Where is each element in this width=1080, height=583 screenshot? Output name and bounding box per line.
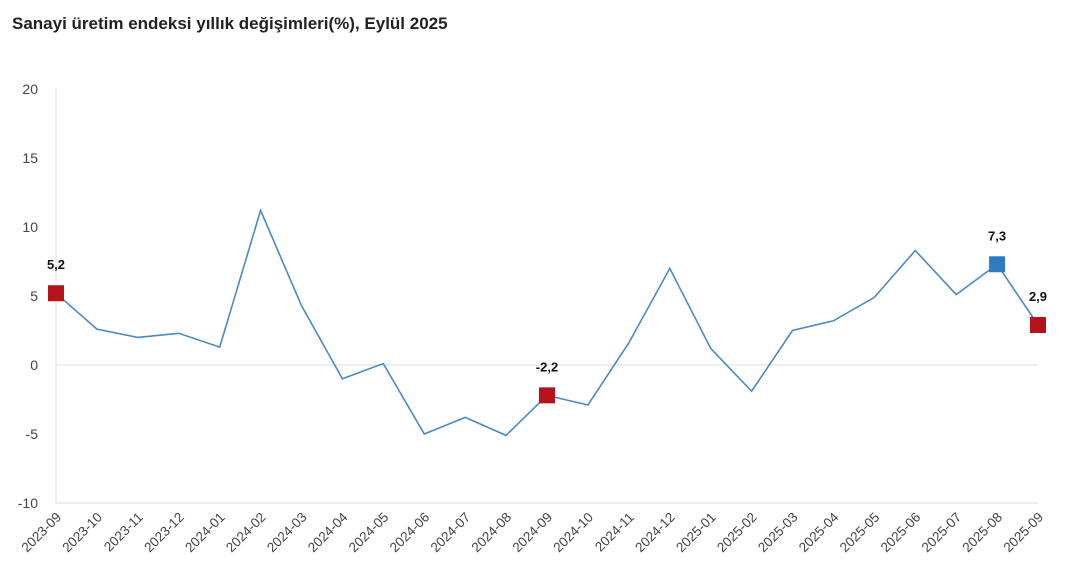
data-label: 2,9 bbox=[1029, 289, 1047, 304]
highlight-marker bbox=[48, 285, 64, 302]
x-tick-label: 2024-11 bbox=[592, 510, 637, 555]
x-tick-label: 2025-06 bbox=[878, 510, 924, 556]
x-tick-label: 2024-08 bbox=[469, 510, 515, 556]
y-tick-label: -5 bbox=[26, 426, 39, 442]
x-tick-label: 2025-01 bbox=[673, 510, 719, 556]
y-tick-label: 5 bbox=[30, 288, 38, 304]
highlight-marker bbox=[539, 387, 555, 404]
x-tick-label: 2024-01 bbox=[182, 510, 228, 556]
x-tick-label: 2023-12 bbox=[141, 510, 187, 556]
y-tick-label: -10 bbox=[18, 495, 38, 511]
data-label: 5,2 bbox=[47, 257, 65, 272]
x-axis: 2023-092023-102023-112023-122024-012024-… bbox=[18, 509, 1046, 555]
x-tick-label: 2024-03 bbox=[264, 510, 310, 556]
x-tick-label: 2025-05 bbox=[837, 510, 883, 556]
y-tick-label: 20 bbox=[22, 81, 38, 97]
chart-title: Sanayi üretim endeksi yıllık değişimleri… bbox=[12, 14, 448, 33]
gridlines bbox=[56, 364, 1038, 504]
x-tick-label: 2024-06 bbox=[387, 510, 433, 556]
highlight-markers: 5,2 -2,2 7,3 2,9 bbox=[47, 228, 1047, 404]
highlight-marker bbox=[989, 256, 1006, 273]
x-tick-label: 2023-11 bbox=[101, 510, 146, 555]
x-tick-label: 2025-04 bbox=[796, 509, 842, 555]
x-tick-label: 2024-02 bbox=[223, 510, 269, 556]
x-tick-label: 2025-07 bbox=[919, 510, 965, 556]
y-tick-label: 0 bbox=[30, 357, 38, 373]
x-tick-label: 2024-07 bbox=[428, 510, 474, 556]
x-tick-label: 2025-03 bbox=[755, 510, 801, 556]
x-tick-label: 2023-09 bbox=[18, 510, 64, 556]
x-tick-label: 2024-05 bbox=[346, 510, 392, 556]
x-tick-label: 2024-12 bbox=[632, 510, 678, 556]
x-tick-label: 2023-10 bbox=[59, 510, 105, 556]
x-tick-label: 2024-10 bbox=[550, 510, 596, 556]
data-label: -2,2 bbox=[536, 359, 558, 374]
x-tick-label: 2024-04 bbox=[305, 509, 351, 555]
x-tick-label: 2025-02 bbox=[714, 510, 760, 556]
x-tick-label: 2025-09 bbox=[1000, 510, 1046, 556]
x-tick-label: 2024-09 bbox=[509, 510, 555, 556]
highlight-marker bbox=[1030, 316, 1046, 333]
x-tick-label: 2025-08 bbox=[960, 510, 1006, 556]
y-tick-label: 15 bbox=[22, 150, 38, 166]
data-label: 7,3 bbox=[988, 228, 1006, 243]
y-tick-label: 10 bbox=[22, 219, 38, 235]
